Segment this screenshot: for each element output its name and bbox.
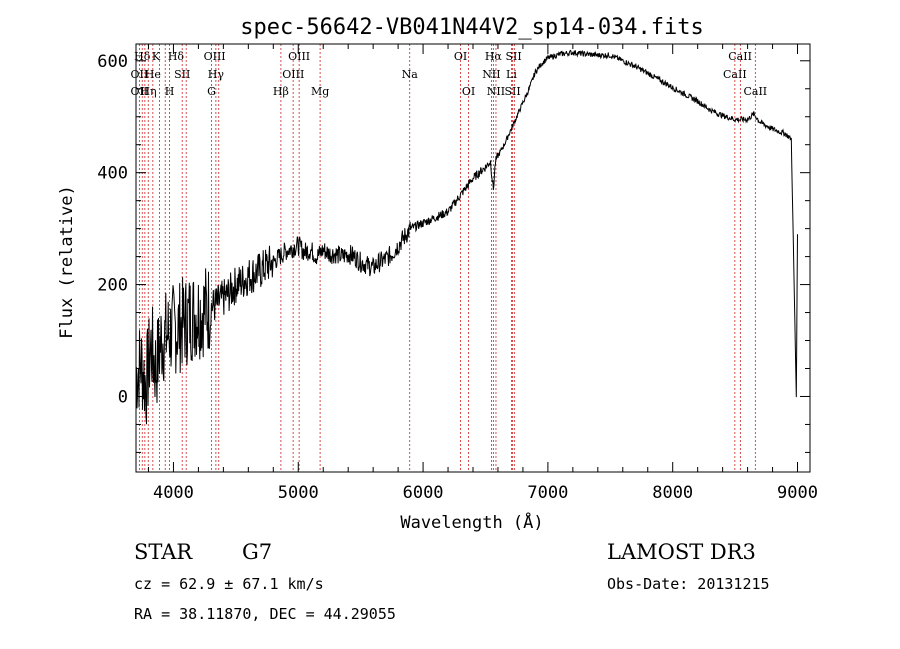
line-label: CaII <box>723 68 747 81</box>
line-label: OII <box>131 68 149 81</box>
line-label: OIII <box>204 50 226 63</box>
line-label: SII <box>505 50 521 63</box>
line-label: H <box>165 85 175 98</box>
line-label: Li <box>506 68 517 81</box>
line-label: Mg <box>311 85 329 98</box>
y-tick-label: 200 <box>97 276 128 296</box>
object-subclass: G7 <box>242 540 272 564</box>
line-label: G <box>207 85 216 98</box>
x-tick-label: 4000 <box>153 483 194 503</box>
y-axis-ticks: 0 200 400 600 <box>97 52 810 453</box>
line-label: SII <box>174 68 190 81</box>
x-axis-ticks: 4000 5000 6000 7000 8000 9000 <box>147 44 818 503</box>
line-label: K <box>152 50 161 63</box>
redshift-cz: cz = 62.9 ± 67.1 km/s <box>134 575 324 593</box>
y-tick-label: 600 <box>97 52 128 72</box>
y-axis-label: Flux (relative) <box>57 185 77 339</box>
y-tick-label: 0 <box>118 387 128 407</box>
line-label: Hη <box>140 85 156 98</box>
observation-date: Obs-Date: 20131215 <box>607 575 770 593</box>
line-label: CaII <box>743 85 767 98</box>
object-class: STAR <box>134 540 193 564</box>
line-label: He <box>145 68 161 81</box>
line-label: Hγ <box>208 68 225 81</box>
y-tick-label: 400 <box>97 164 128 184</box>
line-label: Hβ <box>273 85 289 98</box>
line-label: Hδ <box>134 50 151 63</box>
chart-title: spec-56642-VB041N44V2_sp14-034.fits <box>240 15 704 40</box>
x-tick-label: 7000 <box>527 483 568 503</box>
line-label: Hδ <box>168 50 185 63</box>
line-label: NII <box>487 85 505 98</box>
line-label: OII <box>131 85 149 98</box>
emission-line-markers <box>138 44 756 472</box>
line-label: OI <box>454 50 467 63</box>
line-label: Hα <box>485 50 503 63</box>
line-label: OIII <box>282 68 304 81</box>
line-label: SII <box>504 85 520 98</box>
line-label: Na <box>402 68 419 81</box>
line-label: CaII <box>728 50 752 63</box>
line-label: NII <box>482 68 500 81</box>
line-label: OI <box>462 85 475 98</box>
flux-series-line <box>135 49 798 425</box>
coordinates: RA = 38.11870, DEC = 44.29055 <box>134 605 396 623</box>
x-tick-label: 5000 <box>278 483 319 503</box>
x-axis-label: Wavelength (Å) <box>400 511 543 533</box>
plot-frame <box>135 43 811 473</box>
x-tick-label: 8000 <box>652 483 693 503</box>
line-label: OIII <box>288 50 310 63</box>
x-tick-label: 6000 <box>403 483 444 503</box>
x-tick-label: 9000 <box>777 483 818 503</box>
survey-name: LAMOST DR3 <box>607 540 756 564</box>
